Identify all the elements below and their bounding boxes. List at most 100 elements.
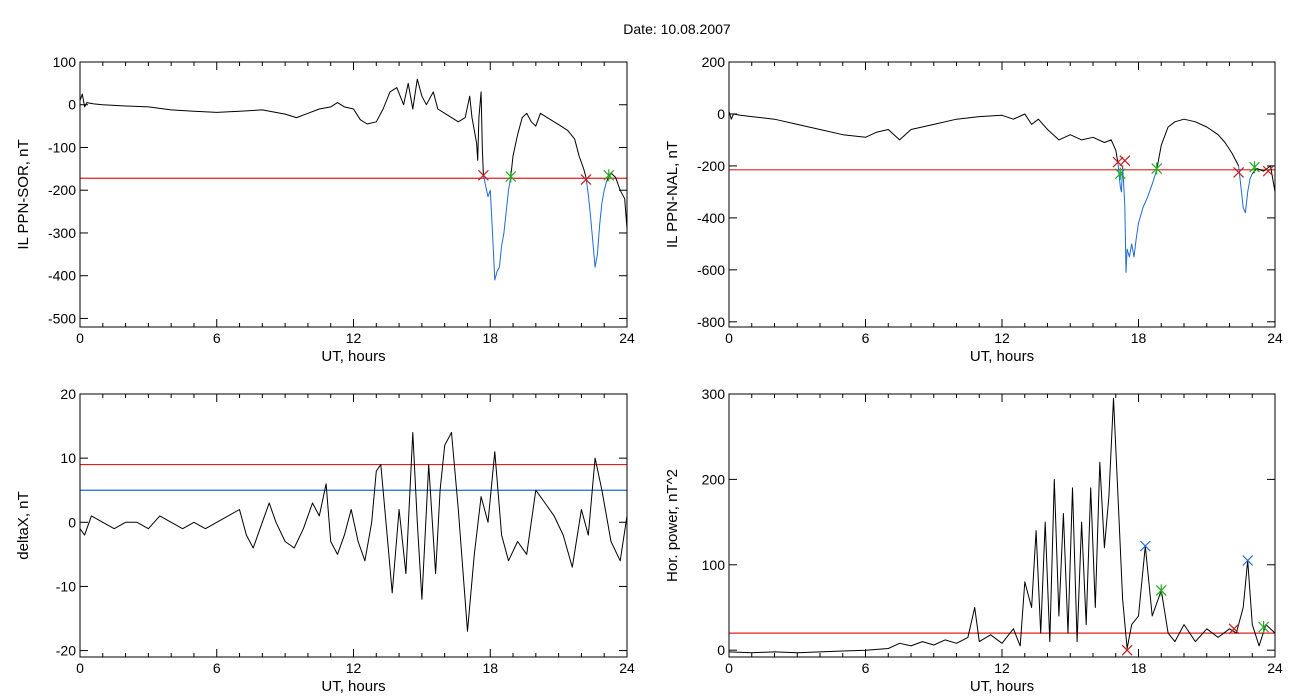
x-tick-label: 18 bbox=[482, 660, 498, 676]
y-axis-title: IL PPN-NAL, nT bbox=[664, 141, 681, 248]
marker-stroke bbox=[1119, 155, 1131, 167]
y-tick-label: -200 bbox=[48, 182, 76, 198]
x-axis-title: UT, hours bbox=[321, 678, 385, 695]
y-tick-label: 10 bbox=[60, 450, 76, 466]
marker-1 bbox=[1121, 644, 1133, 656]
y-tick-label: 100 bbox=[702, 557, 726, 573]
x-tick-label: 6 bbox=[213, 660, 221, 676]
y-tick-label: -600 bbox=[697, 262, 725, 278]
series-line-2 bbox=[482, 175, 512, 281]
marker-2 bbox=[1119, 155, 1131, 167]
y-tick-label: 0 bbox=[68, 97, 76, 113]
marker-2 bbox=[1139, 540, 1151, 552]
plot-frame bbox=[79, 61, 628, 328]
y-axis-title: Hor. power, nT^2 bbox=[664, 469, 681, 582]
x-tick-label: 0 bbox=[76, 660, 84, 676]
marker-4 bbox=[1228, 623, 1240, 635]
x-tick-label: 24 bbox=[619, 660, 635, 676]
y-tick-label: -100 bbox=[48, 139, 76, 155]
panel-4: 0 6 12 18 24 300 200 100 0 UT, hours Hor. power, n… bbox=[664, 386, 1283, 695]
marker-stroke bbox=[1112, 156, 1124, 168]
x-tick-label: 18 bbox=[1131, 660, 1147, 676]
y-tick-label: -800 bbox=[697, 314, 725, 330]
series-line-4 bbox=[585, 177, 607, 268]
series-line-5 bbox=[606, 172, 627, 229]
marker-4 bbox=[1151, 162, 1163, 175]
series-line-1 bbox=[80, 432, 627, 632]
x-tick-label: 12 bbox=[346, 660, 362, 676]
x-tick-label: 6 bbox=[862, 330, 870, 346]
series-line-2 bbox=[1117, 163, 1158, 273]
x-axis-title: UT, hours bbox=[970, 678, 1034, 695]
x-tick-label: 0 bbox=[725, 660, 733, 676]
marker-3 bbox=[1114, 167, 1126, 180]
y-axis-title: IL PPN-SOR, nT bbox=[15, 139, 32, 249]
plot-frame bbox=[728, 61, 1276, 328]
panel-3: 0 6 12 18 24 20 10 0 -10 -20 UT, hours deltaX, nT bbox=[15, 386, 635, 695]
y-tick-label: 300 bbox=[702, 386, 726, 402]
marker-3 bbox=[580, 174, 592, 185]
y-tick-label: -500 bbox=[48, 310, 76, 326]
date-title: Date: 10.08.2007 bbox=[623, 21, 731, 37]
x-tick-label: 12 bbox=[994, 330, 1010, 346]
y-tick-label: -20 bbox=[56, 643, 76, 659]
marker-stroke bbox=[1139, 540, 1151, 552]
panel-1: 0 6 12 18 24 100 0 -100 -200 -300 -400 -500 UT, hour… bbox=[15, 54, 635, 365]
x-tick-label: 6 bbox=[213, 330, 221, 346]
x-axis-title: UT, hours bbox=[321, 348, 385, 365]
marker-4 bbox=[603, 169, 615, 182]
y-tick-label: -400 bbox=[48, 268, 76, 284]
y-tick-label: 20 bbox=[60, 386, 76, 402]
x-tick-label: 24 bbox=[619, 330, 635, 346]
marker-6 bbox=[1258, 621, 1270, 634]
x-tick-label: 6 bbox=[862, 660, 870, 676]
marker-6 bbox=[1249, 161, 1260, 174]
y-tick-label: 0 bbox=[717, 106, 725, 122]
plot-frame bbox=[79, 393, 628, 658]
y-tick-label: 200 bbox=[702, 471, 726, 487]
marker-7 bbox=[1262, 165, 1274, 177]
x-tick-label: 18 bbox=[1131, 330, 1147, 346]
series-line-3 bbox=[1156, 118, 1240, 170]
y-axis-title: deltaX, nT bbox=[15, 491, 32, 559]
marker-stroke bbox=[580, 174, 592, 185]
y-tick-label: 200 bbox=[702, 54, 726, 70]
marker-stroke bbox=[1228, 623, 1240, 635]
marker-stroke bbox=[1262, 165, 1274, 177]
marker-stroke bbox=[1242, 555, 1254, 566]
series-line-3 bbox=[510, 112, 587, 178]
y-tick-label: -400 bbox=[697, 210, 725, 226]
x-axis-title: UT, hours bbox=[970, 348, 1034, 365]
x-tick-label: 12 bbox=[994, 660, 1010, 676]
x-tick-label: 12 bbox=[346, 330, 362, 346]
marker-stroke bbox=[1121, 644, 1133, 656]
panel-2: 0 6 12 18 24 200 0 -200 -400 -600 -800 UT, hours IL … bbox=[664, 54, 1283, 365]
marker-5 bbox=[1233, 166, 1245, 178]
x-tick-label: 24 bbox=[1267, 330, 1283, 346]
y-tick-label: -200 bbox=[697, 158, 725, 174]
x-tick-label: 0 bbox=[76, 330, 84, 346]
series-line-1 bbox=[729, 111, 1119, 164]
x-tick-label: 0 bbox=[725, 330, 733, 346]
y-tick-label: -10 bbox=[56, 578, 76, 594]
y-tick-label: 0 bbox=[717, 642, 725, 658]
marker-3 bbox=[1155, 584, 1167, 597]
x-tick-label: 24 bbox=[1267, 660, 1283, 676]
marker-1 bbox=[477, 169, 489, 181]
marker-stroke bbox=[477, 169, 489, 181]
marker-1 bbox=[1112, 156, 1124, 168]
marker-stroke bbox=[1233, 166, 1245, 178]
marker-2 bbox=[505, 170, 517, 183]
series-line-1 bbox=[80, 78, 484, 176]
y-tick-label: 0 bbox=[68, 514, 76, 530]
series-line-1 bbox=[729, 397, 1275, 654]
series-line-4 bbox=[1238, 165, 1253, 214]
y-tick-label: -300 bbox=[48, 225, 76, 241]
plot-frame bbox=[728, 393, 1276, 658]
marker-5 bbox=[1242, 555, 1254, 566]
x-tick-label: 18 bbox=[482, 330, 498, 346]
y-tick-label: 100 bbox=[53, 54, 77, 70]
